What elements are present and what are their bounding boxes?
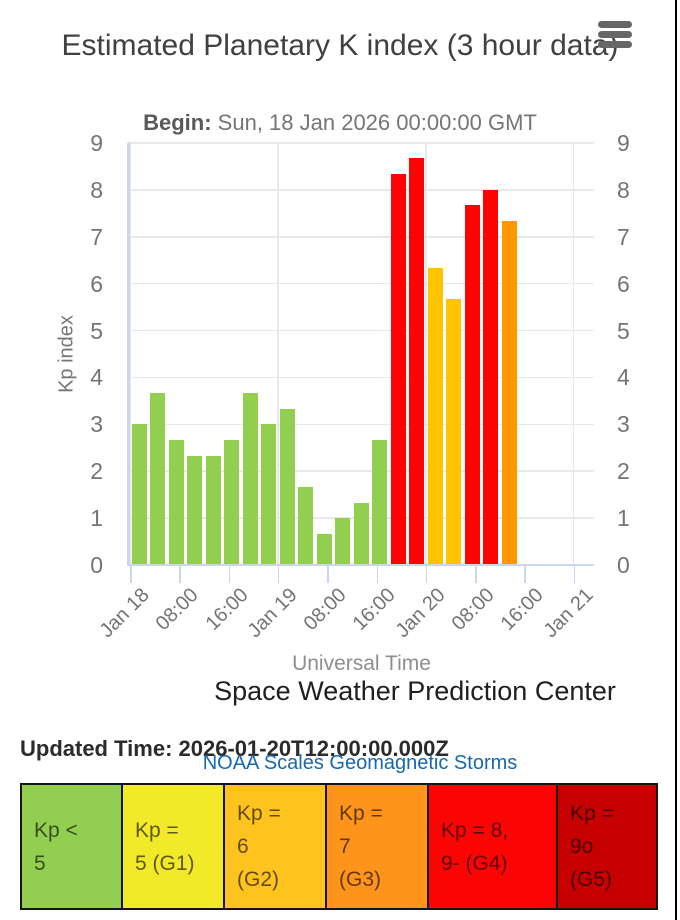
legend-cell-g5: Kp = 9o (G5) — [558, 785, 656, 908]
kp-bar[interactable] — [242, 392, 258, 565]
x-axis-tick — [277, 565, 280, 583]
kp-bar[interactable] — [316, 533, 332, 565]
begin-value: Sun, 18 Jan 2026 00:00:00 GMT — [217, 110, 537, 135]
legend-cell-g3: Kp = 7 (G3) — [327, 785, 429, 908]
x-axis-tick — [524, 565, 526, 583]
y-tick-label: 0 — [90, 552, 103, 578]
gridline-horizontal — [128, 423, 594, 426]
chart-menu-button[interactable] — [598, 21, 632, 48]
x-axis-tick — [327, 565, 329, 583]
kp-bar[interactable] — [427, 268, 443, 565]
updated-time: Updated Time: 2026-01-20T12:00:00.000Z — [20, 736, 449, 762]
x-axis-tick — [376, 565, 378, 583]
y-tick-label: 3 — [617, 411, 630, 438]
gridline-vertical — [129, 143, 131, 565]
kp-bar[interactable] — [353, 502, 369, 565]
gridline-horizontal — [128, 282, 594, 285]
legend-cell-g1: Kp = 5 (G1) — [123, 785, 225, 908]
legend-cell-g4: Kp = 8, 9- (G4) — [429, 785, 558, 908]
kp-bar[interactable] — [335, 518, 351, 565]
x-axis-tick — [228, 565, 231, 583]
begin-label: Begin: — [143, 110, 212, 135]
kp-bar[interactable] — [501, 221, 517, 565]
kp-bar[interactable] — [261, 424, 277, 565]
gridline-horizontal — [128, 329, 594, 332]
hamburger-icon — [598, 31, 632, 38]
kp-bar[interactable] — [464, 205, 480, 565]
y-tick-label: 1 — [90, 505, 103, 532]
kp-bar[interactable] — [205, 455, 221, 565]
y-tick-label: 4 — [90, 364, 103, 391]
y-tick-label: 7 — [90, 223, 103, 250]
gridline-horizontal — [128, 376, 594, 379]
gridline-horizontal — [128, 189, 594, 191]
x-tick-label: Jan 19 — [243, 584, 302, 643]
x-axis-tick — [179, 565, 181, 583]
gridline-horizontal — [128, 142, 594, 144]
gridline-horizontal — [128, 236, 594, 238]
gridline-vertical — [277, 143, 279, 565]
y-tick-label: 6 — [617, 270, 630, 297]
kp-bar[interactable] — [390, 174, 406, 565]
x-axis-tick — [475, 565, 477, 583]
x-axis-tick — [573, 565, 576, 583]
window-edge-line — [675, 0, 677, 920]
y-tick-label: 3 — [90, 411, 103, 438]
updated-time-label: Updated Time: — [20, 736, 173, 761]
kp-bar[interactable] — [483, 189, 499, 565]
updated-time-value: 2026-01-20T12:00:00.000Z — [178, 736, 449, 761]
geomagnetic-storm-legend: Kp < 5 Kp = 5 (G1) Kp = 6 (G2) Kp = 7 (G… — [20, 783, 658, 910]
x-axis-label: Universal Time — [292, 652, 431, 675]
kp-bar[interactable] — [409, 158, 425, 565]
kp-bar[interactable] — [150, 392, 166, 565]
y-tick-label: 5 — [90, 317, 103, 344]
kp-bar[interactable] — [168, 439, 184, 565]
y-tick-label: 8 — [90, 176, 103, 203]
y-tick-label: 9 — [90, 130, 103, 156]
gridline-vertical — [425, 143, 427, 565]
swpc-source: Space Weather Prediction Center — [214, 676, 616, 706]
hamburger-icon — [598, 41, 632, 48]
kp-bar[interactable] — [372, 439, 388, 565]
y-axis-line — [127, 143, 130, 565]
x-tick-label: Jan 21 — [539, 584, 598, 643]
begin-time: Begin: Sun, 18 Jan 2026 00:00:00 GMT — [0, 110, 680, 136]
legend-cell-g2: Kp = 6 (G2) — [225, 785, 327, 908]
kp-bar[interactable] — [187, 455, 203, 565]
page-title: Estimated Planetary K index (3 hour data… — [61, 29, 619, 63]
legend-cell-green: Kp < 5 — [22, 785, 123, 908]
y-tick-label: 1 — [617, 505, 630, 532]
y-tick-label: 2 — [617, 458, 630, 485]
x-tick-label: Jan 18 — [95, 584, 154, 643]
x-tick-label: 08:00 — [151, 584, 203, 635]
kp-bar[interactable] — [298, 486, 314, 565]
y-tick-label: 9 — [617, 130, 630, 156]
y-tick-label: 4 — [617, 364, 630, 391]
y-tick-label: 7 — [617, 223, 630, 250]
y-tick-label: 8 — [617, 176, 630, 203]
y-tick-label: 6 — [90, 270, 103, 297]
y-tick-label: 5 — [617, 317, 630, 344]
x-axis-line — [127, 564, 594, 566]
x-tick-label: Jan 20 — [391, 584, 450, 643]
x-axis-tick — [425, 565, 428, 583]
x-axis-tick — [130, 565, 132, 583]
gridline-horizontal — [128, 470, 594, 472]
y-tick-label: 0 — [617, 552, 630, 578]
noaa-scales-link[interactable]: NOAA Scales Geomagnetic Storms — [202, 752, 518, 774]
x-tick-label: 08:00 — [299, 584, 351, 635]
y-tick-label: 2 — [90, 458, 103, 485]
gridline-vertical — [572, 143, 575, 565]
kp-bar[interactable] — [446, 299, 462, 565]
kp-bar[interactable] — [279, 408, 295, 565]
hamburger-icon — [598, 21, 632, 28]
kp-bar[interactable] — [224, 439, 240, 565]
x-tick-label: 08:00 — [447, 584, 499, 635]
kp-bar[interactable] — [132, 424, 147, 565]
